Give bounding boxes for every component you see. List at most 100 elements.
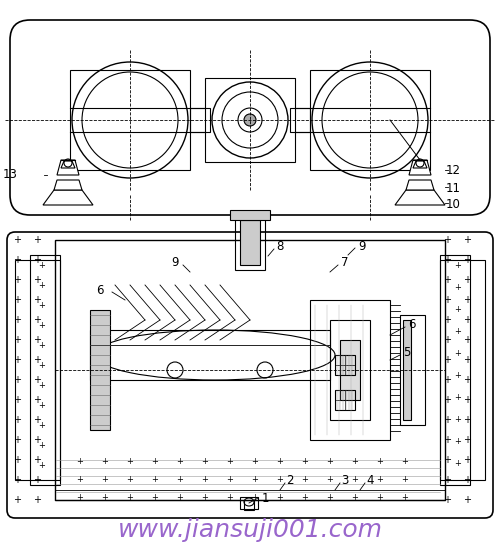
- Text: +: +: [13, 415, 21, 425]
- Text: 4: 4: [366, 473, 374, 487]
- Text: +: +: [33, 375, 41, 385]
- Text: +: +: [38, 341, 46, 350]
- Text: +: +: [33, 335, 41, 345]
- Polygon shape: [54, 180, 82, 190]
- Text: +: +: [252, 457, 258, 467]
- Text: +: +: [33, 435, 41, 445]
- Text: +: +: [463, 475, 471, 485]
- Text: +: +: [463, 255, 471, 265]
- Text: +: +: [38, 361, 46, 370]
- Text: +: +: [38, 260, 46, 270]
- Text: +: +: [302, 493, 308, 502]
- Text: +: +: [326, 476, 334, 485]
- Text: +: +: [13, 275, 21, 285]
- Polygon shape: [395, 190, 445, 205]
- Bar: [90, 310, 110, 430]
- Text: +: +: [352, 493, 358, 502]
- Bar: [70, 70, 190, 170]
- Polygon shape: [43, 190, 93, 205]
- Text: +: +: [463, 495, 471, 505]
- Text: +: +: [38, 441, 46, 450]
- Text: 12: 12: [446, 164, 460, 176]
- Bar: [290, 108, 310, 132]
- Bar: [240, 220, 260, 265]
- Text: 6: 6: [408, 317, 416, 330]
- Text: +: +: [38, 320, 46, 330]
- Text: +: +: [376, 457, 384, 467]
- Text: +: +: [102, 476, 108, 485]
- Text: +: +: [33, 415, 41, 425]
- Text: +: +: [326, 457, 334, 467]
- Text: +: +: [33, 475, 41, 485]
- Text: +: +: [252, 476, 258, 485]
- Bar: [440, 260, 485, 480]
- Text: +: +: [302, 457, 308, 467]
- Bar: [205, 78, 295, 162]
- Text: +: +: [463, 295, 471, 305]
- Text: +: +: [13, 355, 21, 365]
- Text: +: +: [126, 493, 134, 502]
- Bar: [440, 255, 470, 485]
- Text: +: +: [76, 493, 84, 502]
- Polygon shape: [409, 160, 431, 175]
- Text: +: +: [13, 495, 21, 505]
- Text: +: +: [443, 335, 451, 345]
- Text: +: +: [38, 421, 46, 430]
- Text: +: +: [33, 395, 41, 405]
- Text: +: +: [402, 493, 408, 502]
- Text: +: +: [33, 315, 41, 325]
- Text: +: +: [443, 435, 451, 445]
- Text: +: +: [102, 457, 108, 467]
- Text: +: +: [276, 457, 283, 467]
- Text: +: +: [152, 476, 158, 485]
- Text: +: +: [102, 493, 108, 502]
- Text: +: +: [202, 493, 208, 502]
- Text: +: +: [13, 375, 21, 385]
- Text: +: +: [443, 275, 451, 285]
- Text: +: +: [126, 457, 134, 467]
- Text: +: +: [443, 315, 451, 325]
- Text: +: +: [76, 457, 84, 467]
- Text: +: +: [38, 280, 46, 290]
- Text: 9: 9: [358, 240, 366, 253]
- Polygon shape: [57, 160, 79, 175]
- Text: 5: 5: [404, 346, 410, 359]
- Text: +: +: [13, 435, 21, 445]
- Text: 11: 11: [446, 181, 460, 194]
- FancyBboxPatch shape: [7, 232, 493, 518]
- Text: +: +: [443, 475, 451, 485]
- Text: +: +: [33, 455, 41, 465]
- Text: +: +: [226, 493, 234, 502]
- Text: +: +: [202, 476, 208, 485]
- Bar: [240, 497, 258, 509]
- Text: +: +: [454, 436, 462, 446]
- Text: +: +: [326, 493, 334, 502]
- Text: +: +: [454, 392, 462, 401]
- Text: +: +: [33, 295, 41, 305]
- Text: +: +: [463, 335, 471, 345]
- Text: +: +: [454, 326, 462, 336]
- Text: +: +: [176, 476, 184, 485]
- Text: +: +: [454, 349, 462, 357]
- Text: +: +: [443, 375, 451, 385]
- Text: +: +: [33, 495, 41, 505]
- Text: +: +: [76, 476, 84, 485]
- Bar: [400, 315, 425, 425]
- Text: +: +: [13, 255, 21, 265]
- Bar: [310, 70, 430, 170]
- Text: 13: 13: [2, 169, 18, 181]
- FancyBboxPatch shape: [10, 20, 490, 215]
- Text: +: +: [13, 475, 21, 485]
- Text: +: +: [402, 457, 408, 467]
- Text: +: +: [463, 355, 471, 365]
- Text: +: +: [454, 282, 462, 291]
- Text: +: +: [176, 457, 184, 467]
- Text: +: +: [463, 235, 471, 245]
- Text: +: +: [252, 493, 258, 502]
- Text: +: +: [463, 315, 471, 325]
- Circle shape: [244, 114, 256, 126]
- Text: +: +: [33, 235, 41, 245]
- Bar: [310, 300, 390, 440]
- Polygon shape: [61, 161, 75, 168]
- Text: +: +: [443, 415, 451, 425]
